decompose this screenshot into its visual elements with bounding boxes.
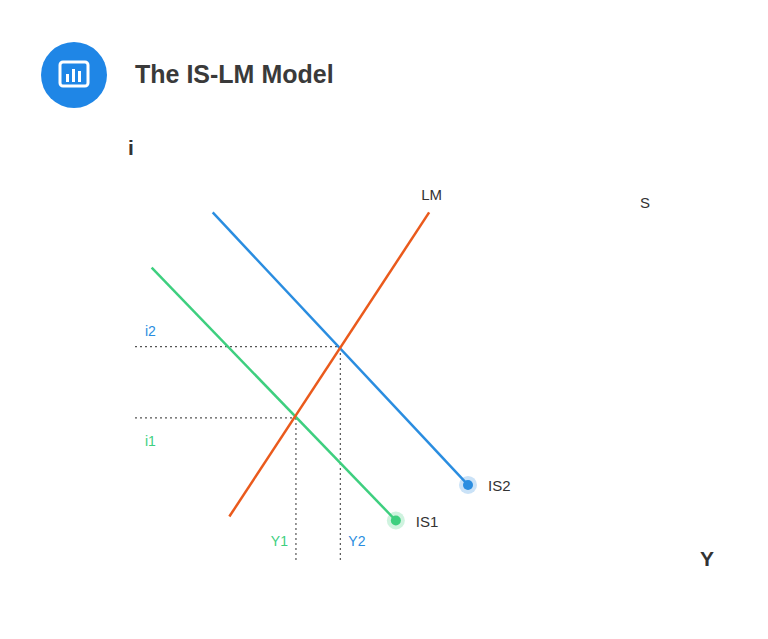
- svg-text:IS2: IS2: [488, 477, 511, 494]
- svg-text:S: S: [640, 194, 650, 211]
- svg-text:i2: i2: [145, 323, 156, 339]
- svg-text:i1: i1: [145, 433, 156, 449]
- svg-text:LM: LM: [421, 186, 442, 203]
- html-text:The IS-LM Model: The IS-LM Model: [135, 60, 334, 88]
- html-text:i: i: [128, 136, 134, 159]
- svg-text:Y1: Y1: [271, 533, 288, 549]
- svg-text:IS1: IS1: [416, 513, 439, 530]
- svg-text:Y2: Y2: [348, 533, 365, 549]
- html-text:Y: Y: [700, 547, 714, 570]
